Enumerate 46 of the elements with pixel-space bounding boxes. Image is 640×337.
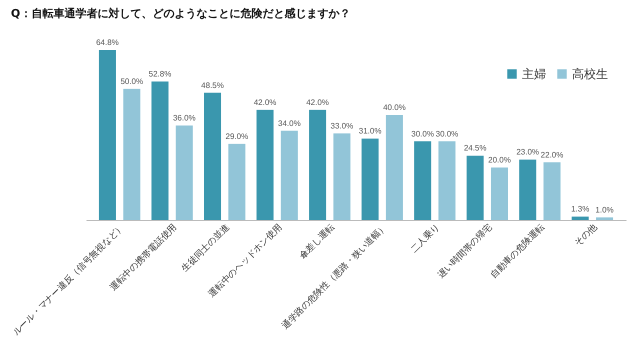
data-label: 48.5% bbox=[201, 80, 224, 90]
bar bbox=[204, 92, 222, 220]
x-tick-label: その他 bbox=[572, 222, 600, 249]
bar bbox=[98, 50, 116, 220]
chart-title: Q：自転車通学者に対して、どのようなことに危険だと感じますか？ bbox=[10, 7, 350, 20]
bar bbox=[386, 115, 403, 220]
x-tick-label: 傘差し運転 bbox=[297, 222, 337, 262]
data-label: 34.0% bbox=[278, 118, 301, 128]
data-label: 36.0% bbox=[172, 114, 196, 123]
bar bbox=[596, 217, 614, 220]
data-label: 23.0% bbox=[516, 148, 540, 157]
bar bbox=[176, 126, 193, 220]
bar bbox=[123, 88, 140, 220]
data-label: 30.0% bbox=[411, 129, 434, 138]
data-label: 64.8% bbox=[96, 38, 119, 47]
data-label: 1.3% bbox=[571, 204, 590, 214]
data-label: 42.0% bbox=[254, 98, 276, 107]
data-label: 22.0% bbox=[540, 150, 564, 160]
bar bbox=[544, 162, 561, 220]
data-label: 31.0% bbox=[358, 126, 382, 136]
data-label: 30.0% bbox=[436, 129, 458, 138]
bar bbox=[572, 216, 589, 220]
bar bbox=[519, 160, 536, 220]
data-label: 33.0% bbox=[330, 121, 354, 130]
bar bbox=[151, 81, 168, 220]
data-label: 1.0% bbox=[595, 205, 614, 214]
legend-label: 高校生 bbox=[572, 67, 608, 81]
bar bbox=[466, 156, 484, 220]
data-label: 40.0% bbox=[383, 103, 406, 112]
bar bbox=[438, 141, 456, 220]
bar bbox=[228, 144, 246, 220]
x-tick-label: 二人乗り bbox=[408, 222, 442, 256]
data-label: 52.8% bbox=[148, 69, 172, 78]
bar bbox=[280, 130, 298, 220]
data-label: 42.0% bbox=[306, 98, 329, 107]
bar bbox=[362, 138, 379, 220]
data-label: 50.0% bbox=[120, 76, 144, 86]
bar bbox=[256, 110, 274, 220]
bar bbox=[333, 133, 350, 220]
data-label: 24.5% bbox=[464, 144, 486, 153]
data-label: 20.0% bbox=[488, 156, 511, 165]
bar bbox=[309, 110, 326, 220]
data-label: 29.0% bbox=[226, 132, 248, 141]
bar bbox=[414, 141, 432, 220]
legend-label: 主婦 bbox=[522, 67, 546, 81]
bar bbox=[490, 168, 508, 220]
